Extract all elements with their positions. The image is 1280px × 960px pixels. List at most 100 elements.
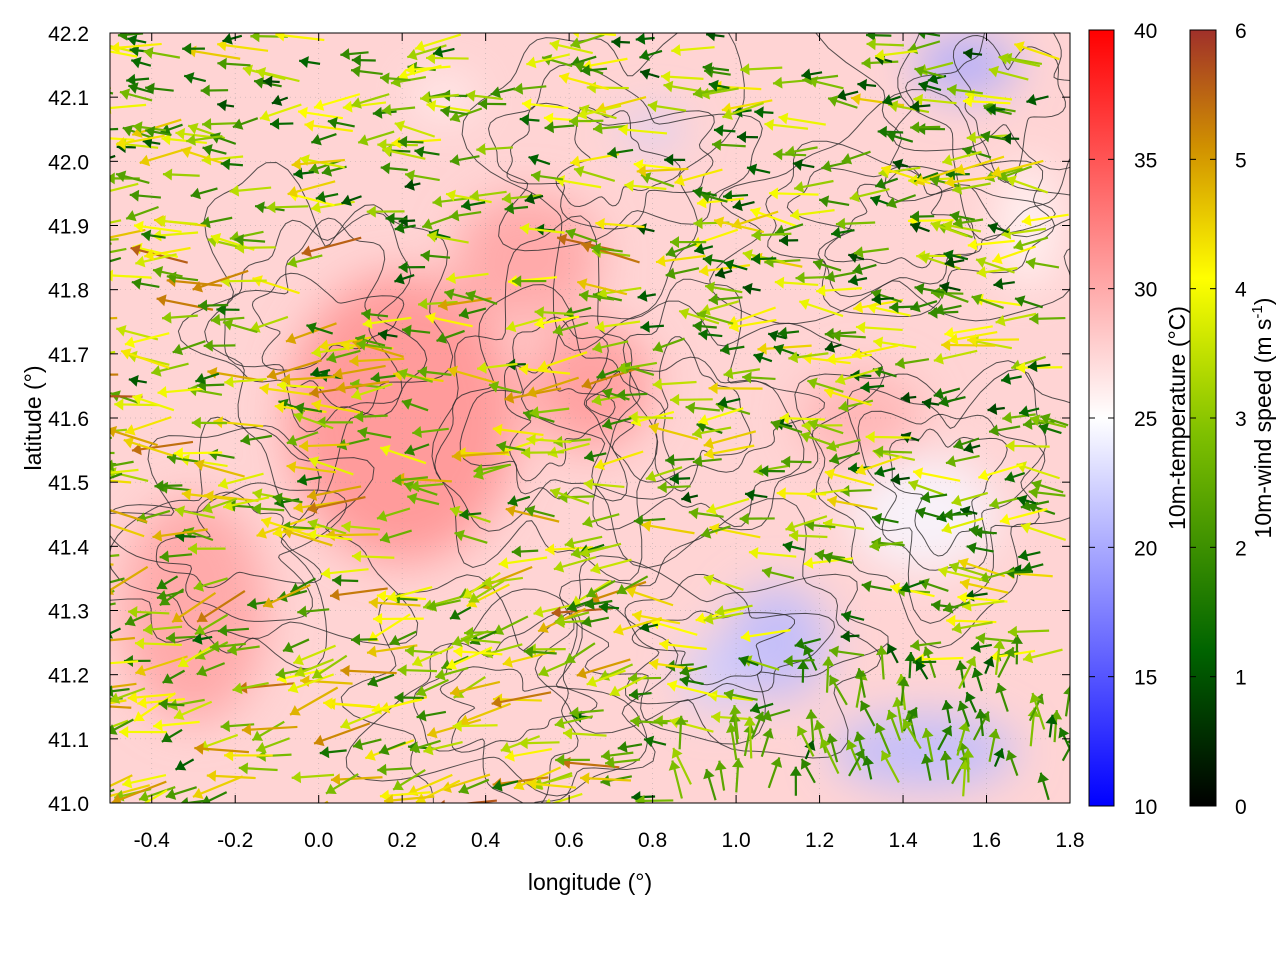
wind-vector <box>110 426 158 447</box>
wind-vector <box>579 542 622 558</box>
wind-vector <box>912 467 961 482</box>
wind-vector <box>706 497 750 515</box>
wind-vector <box>611 36 631 49</box>
wind-vector <box>861 580 892 593</box>
wind-vector <box>635 794 674 803</box>
wind-vector <box>671 747 692 785</box>
wind-vector <box>743 716 756 759</box>
wind-vector <box>320 567 369 580</box>
wind-vector <box>311 399 361 414</box>
wind-vector <box>618 123 668 136</box>
wind-vector <box>161 311 198 324</box>
wind-vector <box>394 273 415 285</box>
wind-vector <box>255 67 300 83</box>
wind-vector <box>655 254 706 267</box>
wind-vector <box>885 130 914 143</box>
x-tick-label: 1.4 <box>888 829 918 852</box>
wind-vector <box>988 65 1029 81</box>
wind-vector <box>398 261 426 274</box>
wind-vector <box>131 393 175 412</box>
wind-vector <box>827 495 878 511</box>
wind-vector <box>824 270 856 283</box>
colorbar-tick-label: 20 <box>1134 537 1157 560</box>
wind-vector <box>726 722 738 761</box>
wind-vector <box>828 645 865 658</box>
wind-vector <box>703 768 717 801</box>
contour-line <box>857 410 1046 571</box>
wind-vector <box>841 150 871 165</box>
wind-vector <box>804 519 836 532</box>
wind-vector <box>181 488 234 501</box>
wind-vector <box>636 165 689 177</box>
wind-vector <box>110 627 121 639</box>
wind-vector <box>674 168 723 187</box>
wind-vector <box>719 343 745 356</box>
wind-vector <box>171 591 217 623</box>
wind-vector <box>900 391 917 404</box>
wind-vector <box>120 348 170 369</box>
wind-vector <box>387 586 433 603</box>
x-tick-label: 0.6 <box>555 829 584 852</box>
contour-line <box>110 427 419 646</box>
wind-vector <box>768 187 819 200</box>
wind-vector <box>513 82 547 95</box>
contour-line <box>585 356 826 483</box>
wind-vector <box>110 459 134 472</box>
wind-vector <box>728 318 777 333</box>
wind-vector <box>635 33 655 45</box>
wind-vector <box>648 658 698 671</box>
wind-vector <box>975 708 987 737</box>
wind-vector <box>958 656 977 690</box>
wind-vector <box>217 39 269 52</box>
wind-vector <box>110 792 111 795</box>
wind-vector <box>349 378 385 391</box>
wind-vector <box>128 606 170 618</box>
wind-vector <box>1025 257 1060 270</box>
wind-vector <box>941 700 954 724</box>
wind-vector <box>598 601 620 614</box>
wind-vector <box>1021 213 1069 227</box>
wind-vector <box>229 184 272 197</box>
wind-vector <box>713 216 765 234</box>
wind-vector <box>800 758 816 784</box>
wind-vector <box>993 277 1015 290</box>
wind-vector <box>465 89 503 102</box>
wind-vector <box>782 540 805 553</box>
wind-vector <box>783 655 815 667</box>
wind-vector <box>717 396 741 409</box>
colorbar-tick-label: 3 <box>1235 408 1247 431</box>
wind-vector <box>963 47 983 60</box>
wind-vector <box>681 491 699 504</box>
wind-vector <box>297 106 344 120</box>
wind-vector <box>751 252 777 265</box>
wind-vector <box>323 697 372 710</box>
colorbar-tick-label: 40 <box>1134 20 1157 43</box>
wind-vector <box>1011 634 1023 665</box>
wind-vector <box>862 755 874 780</box>
y-axis-label: latitude (°) <box>20 365 46 470</box>
wind-vector <box>220 158 243 171</box>
wind-vector <box>114 398 159 411</box>
wind-vector <box>566 599 593 612</box>
wind-vector <box>750 207 797 227</box>
wind-vector <box>732 199 755 212</box>
wind-vector <box>412 426 449 438</box>
wind-vector <box>826 733 839 763</box>
wind-vector <box>190 187 218 200</box>
wind-vector <box>271 94 289 106</box>
wind-vector <box>788 529 828 542</box>
wind-vector <box>818 195 850 208</box>
wind-vector <box>291 771 335 784</box>
wind-vector <box>449 606 472 620</box>
wind-vector <box>537 351 588 372</box>
wind-vector <box>110 687 146 704</box>
wind-vector <box>110 682 137 689</box>
wind-vector <box>307 495 366 514</box>
wind-vector <box>498 556 548 569</box>
wind-vector <box>289 686 339 716</box>
y-tick-label: 41.9 <box>48 216 89 239</box>
wind-vector <box>131 440 194 456</box>
wind-vector <box>1016 494 1037 507</box>
wind-vector <box>286 254 323 268</box>
wind-vector <box>792 158 815 171</box>
